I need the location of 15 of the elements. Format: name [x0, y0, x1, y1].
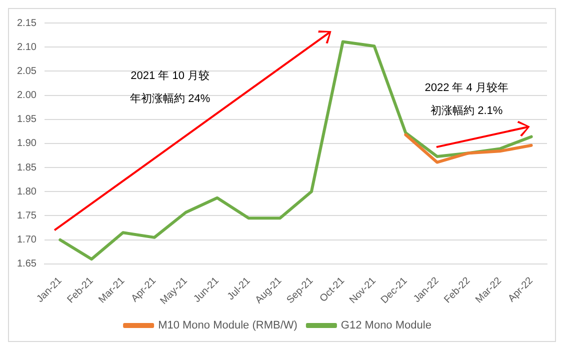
y-tick-label: 1.95 — [16, 114, 37, 126]
annotation: 2021 年 10 月较年初涨幅約 24% — [130, 69, 210, 106]
y-tick-label: 2.10 — [16, 42, 37, 53]
y-tick-label: 1.85 — [16, 162, 37, 174]
y-tick-label: 1.90 — [16, 138, 37, 150]
annotation: 2022 年 4 月较年初涨幅約 2.1% — [424, 81, 508, 118]
y-tick-label: 1.75 — [16, 210, 37, 222]
y-tick-label: 2.15 — [16, 18, 37, 29]
y-tick-label: 2.05 — [16, 66, 37, 77]
y-tick-label: 1.80 — [16, 186, 37, 198]
y-tick-label: 2.00 — [16, 90, 37, 102]
legend-label: M10 Mono Module (RMB/W) — [158, 320, 298, 332]
legend-label: G12 Mono Module — [340, 320, 432, 332]
y-tick-label: 1.65 — [16, 258, 37, 270]
y-tick-label: 1.70 — [16, 234, 37, 246]
